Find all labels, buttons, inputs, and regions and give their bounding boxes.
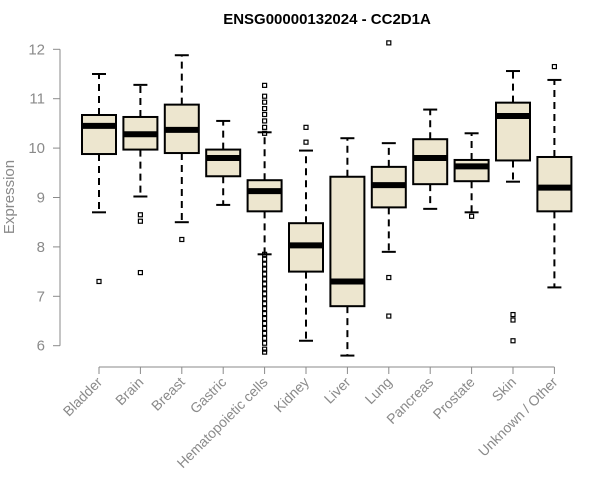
box-lung — [370, 40, 407, 319]
outlier-point — [262, 296, 268, 302]
outlier-point — [179, 236, 185, 243]
x-tick-label: Bladder — [60, 374, 106, 420]
outlier-point — [262, 330, 268, 336]
y-tick-label: 7 — [37, 288, 45, 305]
iqr-box — [495, 101, 531, 162]
box-pancreas — [412, 108, 449, 210]
iqr-box — [246, 179, 283, 213]
outlier-point — [262, 286, 268, 292]
outlier-point — [510, 311, 516, 318]
box-kidney — [288, 124, 324, 342]
y-tick-label: 12 — [28, 41, 45, 58]
y-tick-label: 9 — [37, 190, 45, 207]
outlier-point — [262, 105, 268, 112]
outlier-point — [262, 301, 268, 307]
outlier-point — [262, 82, 268, 88]
outlier-point — [262, 256, 268, 262]
y-axis-label: Expression — [1, 160, 18, 234]
outlier-point — [262, 251, 268, 257]
box-unknown-other — [536, 63, 573, 289]
iqr-box — [205, 148, 242, 178]
x-tick-label: Breast — [148, 374, 188, 414]
y-tick-label: 6 — [37, 338, 45, 355]
outlier-point — [262, 291, 268, 297]
outlier-point — [262, 99, 268, 105]
x-tick-label: Lung — [362, 374, 395, 407]
outlier-point — [262, 276, 268, 282]
box-brain — [122, 83, 159, 276]
outlier-point — [386, 274, 392, 281]
iqr-box — [453, 158, 490, 183]
x-tick-label: Liver — [321, 374, 354, 407]
box-prostate — [453, 132, 490, 219]
outlier-point — [262, 111, 268, 118]
outlier-point — [262, 320, 268, 327]
outlier-point — [262, 118, 268, 124]
outlier-point — [262, 281, 268, 287]
outlier-point — [262, 310, 268, 317]
box-hematopoietic-cells — [246, 82, 283, 355]
y-axis: 6 7 8 9 10 11 12 — [28, 41, 61, 355]
box-liver — [329, 137, 366, 357]
outlier-point — [262, 306, 268, 312]
x-tick-label: Unknown / Other — [475, 374, 561, 460]
outlier-point — [137, 212, 143, 218]
iqr-box — [81, 114, 117, 156]
outlier-point — [137, 218, 143, 224]
outlier-point — [386, 40, 392, 46]
y-tick-label: 11 — [29, 91, 45, 108]
plot-area — [81, 40, 573, 357]
outlier-point — [96, 278, 102, 285]
outlier-point — [262, 325, 268, 332]
x-tick-label: Brain — [112, 374, 146, 408]
outlier-point — [510, 338, 516, 344]
iqr-box — [536, 155, 573, 213]
box-skin — [495, 70, 531, 344]
outlier-point — [262, 335, 268, 341]
outlier-point — [386, 313, 392, 319]
outlier-point — [262, 124, 268, 130]
outlier-point — [262, 315, 268, 322]
chart-title: ENSG00000132024 - CC2D1A — [223, 11, 431, 28]
outlier-point — [262, 349, 268, 355]
iqr-box — [329, 175, 366, 308]
outlier-point — [262, 130, 268, 136]
iqr-box — [412, 138, 449, 186]
x-tick-label: Skin — [489, 374, 520, 405]
outlier-point — [469, 213, 475, 219]
outlier-point — [551, 63, 558, 70]
box-bladder — [81, 73, 117, 285]
y-tick-label: 8 — [37, 239, 45, 256]
outlier-point — [262, 93, 268, 99]
x-tick-label: Prostate — [430, 374, 478, 422]
outlier-point — [262, 346, 268, 352]
y-tick-label: 10 — [28, 140, 45, 157]
outlier-point — [262, 266, 268, 272]
outlier-point — [303, 139, 309, 145]
box-gastric — [205, 119, 242, 206]
outlier-point — [262, 261, 268, 267]
box-breast — [163, 54, 200, 243]
x-tick-label: Kidney — [271, 374, 313, 416]
outlier-point — [137, 269, 143, 276]
outlier-point — [262, 340, 268, 346]
outlier-point — [303, 124, 309, 130]
outlier-point — [510, 317, 516, 323]
outlier-point — [262, 271, 268, 277]
